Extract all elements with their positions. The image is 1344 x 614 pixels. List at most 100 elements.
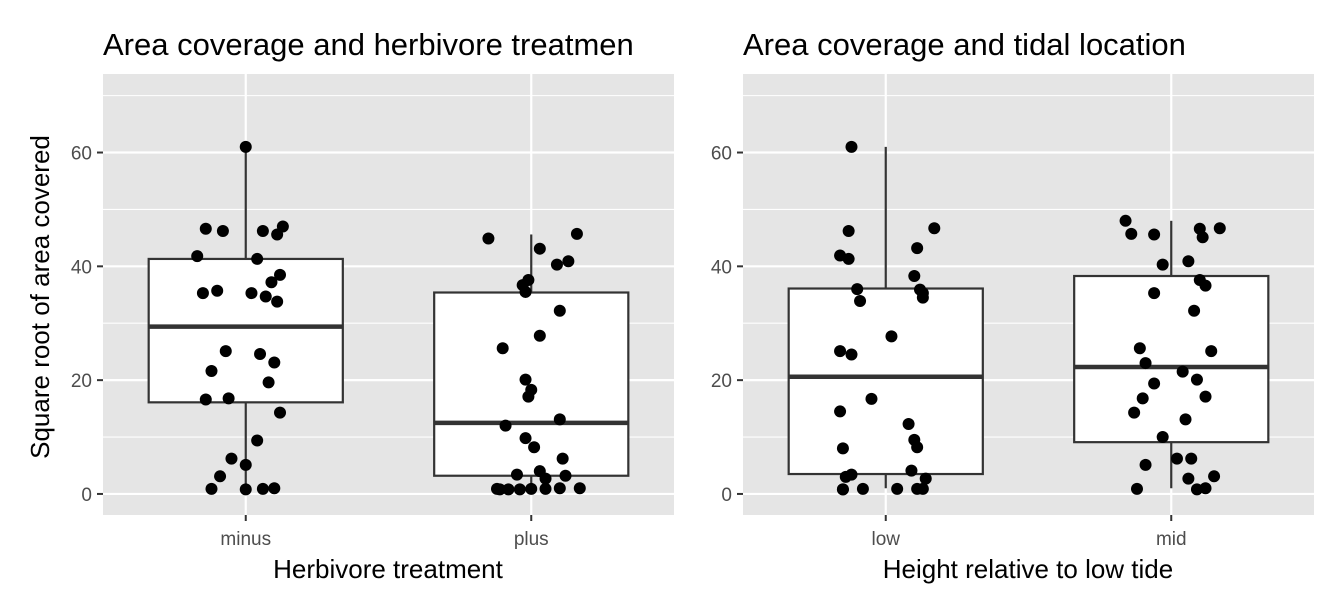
data-point — [205, 482, 218, 495]
data-point — [271, 295, 284, 308]
data-point — [1190, 373, 1203, 386]
data-point — [905, 464, 918, 477]
data-point — [502, 483, 515, 496]
data-point — [262, 376, 275, 389]
data-point — [499, 419, 512, 432]
data-point — [851, 283, 864, 296]
data-point — [1196, 231, 1209, 244]
data-point — [268, 482, 281, 495]
data-point — [1156, 431, 1169, 444]
data-point — [256, 225, 269, 238]
data-point — [256, 482, 269, 495]
data-point — [239, 458, 252, 471]
data-point — [1148, 377, 1161, 390]
data-point — [928, 222, 941, 235]
data-point — [1176, 365, 1189, 378]
data-point — [239, 140, 252, 153]
data-point — [570, 227, 583, 240]
data-point — [919, 472, 932, 485]
data-point — [839, 470, 852, 483]
data-point — [834, 405, 847, 418]
data-point — [559, 469, 572, 482]
data-point — [1208, 470, 1221, 483]
y-tick-label: 60 — [71, 144, 92, 165]
data-point — [1156, 258, 1169, 271]
data-point — [528, 441, 541, 454]
data-point — [496, 342, 509, 355]
data-point — [911, 482, 924, 495]
data-point — [902, 417, 915, 430]
data-point — [553, 413, 566, 426]
y-tick-label: 60 — [711, 144, 732, 165]
data-point — [539, 472, 552, 485]
data-point — [1133, 342, 1146, 355]
y-axis: 0 20 40 60 — [711, 144, 743, 506]
data-points — [191, 140, 586, 496]
panel-herbivore: 0 20 40 60 minus plus Area coverage and herb… — [71, 27, 674, 584]
data-point — [219, 345, 232, 358]
data-point — [533, 242, 546, 255]
data-point — [842, 225, 855, 238]
data-point — [254, 347, 267, 360]
data-point — [274, 268, 287, 281]
data-point — [271, 228, 284, 241]
data-point — [1182, 472, 1195, 485]
data-point — [251, 434, 264, 447]
data-point — [891, 482, 904, 495]
y-axis-title: Square root of area covered — [25, 135, 55, 459]
data-point — [834, 345, 847, 358]
x-axis-title: Height relative to low tide — [883, 554, 1173, 584]
y-tick-label: 0 — [721, 485, 732, 506]
data-point — [533, 329, 546, 342]
data-point — [513, 483, 526, 496]
data-point — [854, 295, 867, 308]
data-point — [1199, 279, 1212, 292]
x-tick-label: mid — [1156, 529, 1187, 550]
data-point — [916, 291, 929, 304]
data-point — [1188, 304, 1201, 317]
data-point — [550, 258, 563, 271]
x-axis: minus plus — [220, 515, 549, 550]
data-point — [1182, 255, 1195, 268]
data-point — [1125, 227, 1138, 240]
data-point — [239, 483, 252, 496]
y-tick-label: 20 — [71, 371, 92, 392]
data-point — [222, 392, 235, 405]
data-point — [553, 304, 566, 317]
data-point — [519, 285, 532, 298]
data-point — [911, 441, 924, 454]
data-point — [1148, 287, 1161, 300]
data-point — [885, 330, 898, 343]
data-point — [211, 284, 224, 297]
data-point — [519, 373, 532, 386]
data-point — [268, 356, 281, 369]
data-point — [490, 482, 503, 495]
data-point — [865, 392, 878, 405]
chart-title: Area coverage and tidal location — [743, 27, 1186, 62]
data-point — [199, 222, 212, 235]
data-point — [214, 470, 227, 483]
data-point — [1170, 452, 1183, 465]
data-point — [191, 250, 204, 263]
data-point — [245, 287, 258, 300]
boxplots — [787, 146, 1270, 489]
data-point — [845, 140, 858, 153]
x-axis-title: Herbivore treatment — [273, 554, 504, 584]
data-point — [196, 287, 209, 300]
panel-tidal: 0 20 40 60 low mid Area coverage and tidal l… — [711, 27, 1314, 584]
y-tick-label: 20 — [711, 371, 732, 392]
box-iqr — [787, 287, 984, 476]
data-point — [525, 482, 538, 495]
data-point — [1139, 357, 1152, 370]
data-points — [834, 140, 1226, 496]
data-point — [522, 390, 535, 403]
data-point — [1148, 228, 1161, 241]
data-point — [216, 225, 229, 238]
y-tick-label: 0 — [81, 485, 92, 506]
y-tick-label: 40 — [71, 257, 92, 278]
data-point — [573, 482, 586, 495]
data-point — [251, 252, 264, 265]
data-point — [199, 393, 212, 406]
box-iqr — [1073, 274, 1270, 444]
